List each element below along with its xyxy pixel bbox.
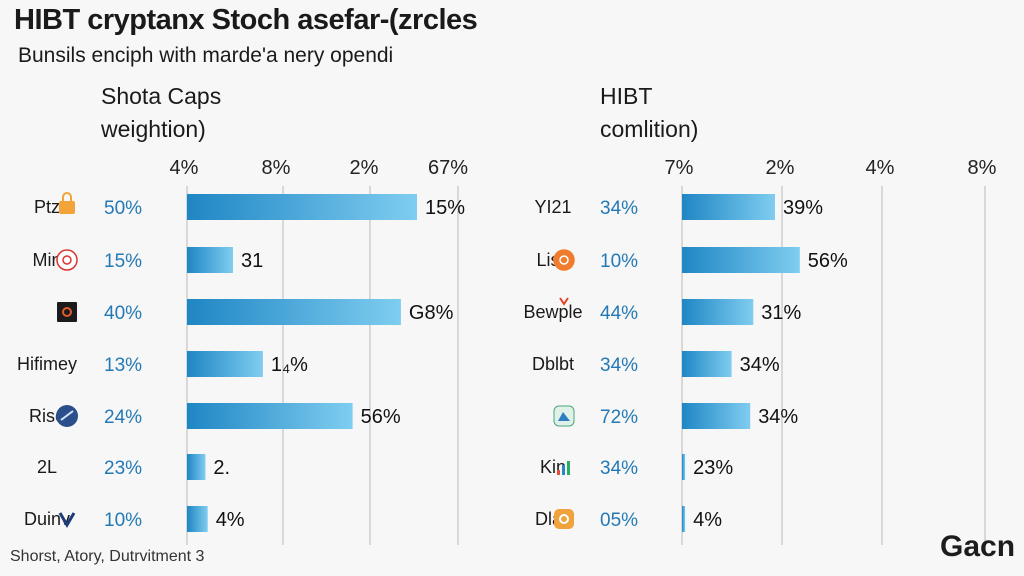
x-tick-label: 2%: [766, 157, 795, 179]
bar-data-label: 1₄%: [271, 354, 308, 376]
bar-data-label: 34%: [758, 406, 798, 428]
padlock-icon: [59, 192, 75, 214]
app-tile: [57, 302, 77, 322]
bar: [187, 506, 208, 532]
bar-data-label: 34%: [740, 354, 780, 376]
padlock-body: [59, 201, 75, 214]
bar: [682, 194, 775, 220]
weight-label: 34%: [600, 458, 638, 479]
weight-label: 40%: [104, 303, 142, 324]
x-tick-label: 7%: [665, 157, 694, 179]
bar: [187, 247, 233, 273]
bar: [682, 247, 800, 273]
bar-data-label: 23%: [693, 457, 733, 479]
bar-data-label: 31: [241, 250, 263, 272]
chart-icon: [557, 461, 570, 475]
weight-label: 05%: [600, 510, 638, 531]
chart-icon-bar: [562, 465, 565, 475]
weight-label: 10%: [600, 251, 638, 272]
bar-data-label: 56%: [361, 406, 401, 428]
x-tick-label: 8%: [968, 157, 997, 179]
x-tick-label: 4%: [170, 157, 199, 179]
right-panel-title-line1: HIBT: [600, 83, 653, 109]
weight-label: 10%: [104, 510, 142, 531]
bar: [682, 299, 754, 325]
app-glyph: [559, 514, 569, 524]
weight-label: 34%: [600, 198, 638, 219]
bar: [187, 351, 263, 377]
bar: [187, 194, 417, 220]
bar-data-label: 31%: [761, 302, 801, 324]
right-panel-title-line2: comlition): [600, 116, 699, 142]
category-label: Bewple: [523, 302, 582, 322]
bar-data-label: 56%: [808, 250, 848, 272]
weight-label: 44%: [600, 303, 638, 324]
app-icon: [554, 509, 574, 529]
right-panel-title: HIBT comlition): [600, 80, 698, 146]
spark-icon: [559, 297, 569, 306]
footer-note: Shorst, Atory, Dutrvitment 3: [10, 548, 205, 565]
app-icon: [57, 302, 77, 322]
category-label: Hifimey: [17, 354, 77, 374]
globe-icon: [56, 405, 78, 427]
app-glyph: [62, 307, 72, 317]
coin-mark: [62, 255, 72, 265]
left-panel-title-line2: weightion): [101, 116, 206, 142]
map-icon: [553, 405, 575, 427]
bar-data-label: 15%: [425, 197, 465, 219]
bar-data-label: 2.: [213, 457, 230, 479]
left-panel-title: Shota Caps weightion): [101, 80, 221, 146]
weight-label: 34%: [600, 355, 638, 376]
globe-stroke: [60, 410, 74, 421]
category-label: Ptz: [34, 197, 60, 217]
category-label: Dblbt: [532, 354, 574, 374]
bar-data-label: 39%: [783, 197, 823, 219]
coin-icon: [553, 249, 575, 271]
weight-label: 15%: [104, 251, 142, 272]
app-tile: [554, 509, 574, 529]
brand-logo-text: Gacn: [940, 530, 1016, 563]
weight-label: 72%: [600, 407, 638, 428]
chart-subtitle: Bunsils enciph with marde'a nery opendi: [18, 44, 394, 67]
category-label: Rise: [29, 406, 65, 426]
bar-data-label: G8%: [409, 302, 454, 324]
weight-label: 24%: [104, 407, 142, 428]
coin-mark: [559, 255, 569, 265]
chart-title: HIBT cryptanx Stoch asefar-(zrcles: [14, 4, 478, 36]
chart-icon-bar: [567, 461, 570, 475]
x-tick-label: 67%: [428, 157, 468, 179]
tv-glyph: [58, 512, 76, 528]
weight-label: 50%: [104, 198, 142, 219]
bar-data-label: 4%: [216, 509, 245, 531]
coin-icon: [56, 249, 78, 271]
bar: [187, 299, 401, 325]
x-tick-label: 2%: [350, 157, 379, 179]
category-label: 2L: [37, 457, 57, 477]
left-panel-title-line1: Shota Caps: [101, 83, 222, 109]
spark-glyph: [559, 297, 569, 306]
category-label: YI21: [534, 197, 571, 217]
weight-label: 13%: [104, 355, 142, 376]
bar: [682, 506, 686, 532]
bar: [682, 351, 732, 377]
bar: [682, 454, 686, 480]
x-tick-label: 4%: [866, 157, 895, 179]
padlock-shackle: [62, 192, 72, 201]
x-tick-label: 8%: [262, 157, 291, 179]
chart-icon-bar: [557, 470, 560, 475]
tv-icon: [58, 512, 76, 528]
map-glyph: [558, 412, 570, 421]
coin-disc: [553, 249, 575, 271]
bar: [187, 403, 353, 429]
category-label: Duinv: [24, 509, 70, 529]
bar: [187, 454, 206, 480]
category-label: Min: [32, 250, 61, 270]
bar-data-label: 4%: [693, 509, 722, 531]
bar: [682, 403, 751, 429]
coin-disc: [56, 249, 78, 271]
weight-label: 23%: [104, 458, 142, 479]
